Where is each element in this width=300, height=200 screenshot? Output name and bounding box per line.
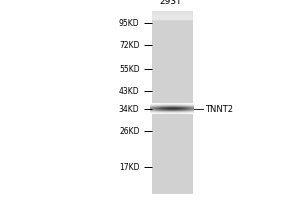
Text: 26KD: 26KD <box>119 127 140 136</box>
Text: 34KD: 34KD <box>119 105 140 114</box>
Text: 293T: 293T <box>160 0 182 6</box>
Text: 95KD: 95KD <box>119 19 140 27</box>
Text: 17KD: 17KD <box>119 162 140 171</box>
Text: TNNT2: TNNT2 <box>206 105 233 114</box>
Text: 55KD: 55KD <box>119 64 140 73</box>
Text: 72KD: 72KD <box>119 40 140 49</box>
Text: 43KD: 43KD <box>119 86 140 96</box>
